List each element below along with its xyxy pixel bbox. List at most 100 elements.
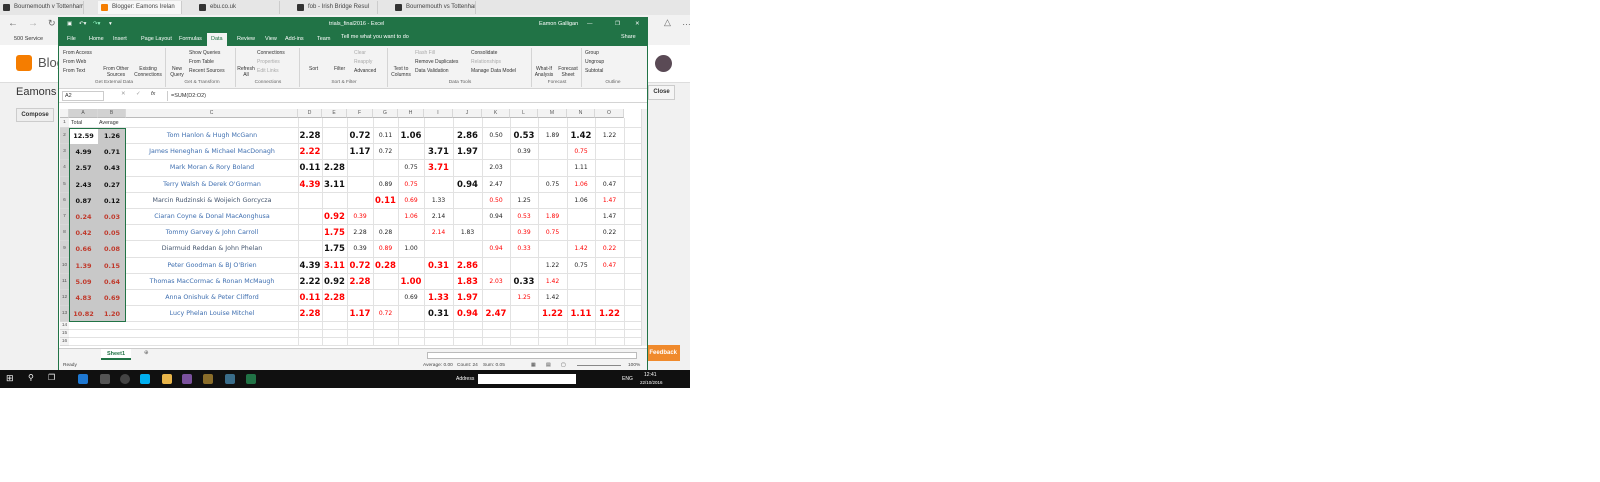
score-cell[interactable]: 0.69 (404, 196, 418, 204)
score-cell[interactable]: 2.28 (324, 163, 345, 174)
score-cell[interactable]: 2.28 (299, 131, 321, 141)
score-cell[interactable]: 0.75 (404, 164, 418, 172)
score-cell[interactable]: 1.42 (545, 277, 560, 285)
reapply-button[interactable]: Reapply (354, 59, 373, 65)
score-cell[interactable]: 1.00 (400, 276, 422, 287)
pair-name[interactable]: Mark Moran & Rory Boland (169, 164, 255, 172)
remove-duplicates-button[interactable]: Remove Duplicates (415, 59, 459, 65)
column-header-m[interactable]: M (538, 109, 567, 118)
score-cell[interactable]: 0.94 (489, 213, 503, 220)
score-cell[interactable]: 1.22 (602, 132, 617, 139)
clock-date[interactable]: 22/10/2016 (640, 380, 663, 385)
score-cell[interactable]: 0.94 (457, 309, 478, 320)
browser-tab[interactable]: Blogger: Eamons Irelan (98, 1, 182, 14)
refresh-all-button[interactable]: Refresh All (237, 66, 255, 78)
cell-average[interactable]: 0.15 (103, 261, 121, 270)
sheet-tab-sheet1[interactable]: Sheet1 (101, 349, 131, 360)
column-header-d[interactable]: D (298, 109, 322, 118)
pair-name[interactable]: James Heneghan & Michael MacDonagh (149, 148, 275, 156)
excel-taskbar-icon[interactable] (246, 374, 256, 384)
tab-team[interactable]: Team (317, 36, 331, 42)
normal-view-icon[interactable]: ▦ (531, 363, 536, 368)
cell-average[interactable]: 0.08 (103, 245, 121, 254)
subtotal-button[interactable]: Subtotal (585, 68, 604, 74)
what-if-button[interactable]: What-If Analysis (534, 66, 554, 78)
selected-range[interactable] (69, 128, 126, 323)
row-header[interactable]: 11 (60, 273, 69, 290)
score-cell[interactable]: 0.92 (324, 276, 345, 287)
add-sheet-icon[interactable]: ⊕ (144, 350, 149, 356)
score-cell[interactable]: 2.28 (349, 276, 371, 287)
pair-name[interactable]: Peter Goodman & BJ O'Brien (167, 261, 257, 269)
score-cell[interactable]: 1.00 (404, 245, 418, 253)
tab-data[interactable]: Data (207, 33, 227, 46)
row-header[interactable]: 16 (60, 338, 69, 347)
score-cell[interactable]: 2.28 (353, 229, 367, 237)
viber-icon[interactable] (182, 374, 192, 384)
score-cell[interactable]: 0.75 (574, 148, 588, 156)
ungroup-button[interactable]: Ungroup (585, 59, 605, 65)
close-button[interactable]: Close (648, 85, 675, 100)
maximize-icon[interactable]: ❐ (615, 21, 620, 27)
score-cell[interactable]: 2.03 (489, 277, 503, 285)
app-icon[interactable] (120, 374, 130, 384)
cell-total[interactable]: 2.57 (75, 164, 92, 173)
score-cell[interactable]: 0.33 (517, 245, 531, 253)
address-input[interactable] (478, 374, 576, 384)
formula-input[interactable]: =SUM(D2:O2) (167, 91, 643, 101)
cell-average[interactable]: 0.64 (103, 277, 121, 286)
paint-icon[interactable] (225, 374, 235, 384)
pair-name[interactable]: Terry Walsh & Derek O'Gorman (163, 180, 261, 188)
score-cell[interactable]: 0.11 (375, 195, 396, 206)
score-cell[interactable]: 1.11 (574, 164, 588, 172)
score-cell[interactable]: 1.97 (457, 147, 478, 158)
save-icon[interactable]: ▣ (67, 21, 73, 27)
score-cell[interactable]: 0.89 (378, 180, 393, 188)
score-cell[interactable]: 0.50 (489, 196, 503, 204)
connections-button[interactable]: Connections (257, 50, 285, 56)
pair-name[interactable]: Tommy Garvey & John Carroll (165, 229, 259, 237)
favorite-500-service[interactable]: 500 Service (14, 36, 44, 42)
row-header[interactable]: 14 (60, 322, 69, 331)
browser-tab[interactable]: Bournemouth v Tottenham (0, 1, 84, 14)
column-header-i[interactable]: I (424, 109, 453, 118)
page-break-icon[interactable]: ▢ (561, 363, 566, 368)
browser-tab[interactable]: ebu.co.uk (196, 1, 280, 14)
score-cell[interactable]: 0.11 (378, 132, 393, 139)
search-icon[interactable]: ⚲ (28, 373, 34, 382)
skype-icon[interactable] (140, 374, 150, 384)
group-button[interactable]: Group (585, 50, 599, 56)
score-cell[interactable]: 0.22 (602, 229, 617, 237)
score-cell[interactable]: 4.39 (299, 260, 321, 271)
column-header-c[interactable]: C (126, 109, 298, 118)
score-cell[interactable]: 1.06 (574, 196, 588, 204)
properties-button[interactable]: Properties (257, 59, 280, 65)
filter-button[interactable]: Filter (334, 66, 346, 72)
row-header[interactable]: 8 (60, 225, 69, 242)
score-cell[interactable]: 2.86 (457, 260, 478, 271)
share-button[interactable]: Share (621, 34, 636, 40)
recent-sources-button[interactable]: Recent Sources (189, 68, 225, 74)
score-cell[interactable]: 0.53 (513, 131, 535, 141)
score-cell[interactable]: 2.28 (299, 309, 321, 320)
horizontal-scrollbar[interactable] (427, 352, 637, 359)
cell-average[interactable]: 0.12 (103, 196, 121, 205)
minimize-icon[interactable]: — (587, 21, 593, 27)
tab-insert[interactable]: Insert (113, 36, 127, 42)
worksheet-grid[interactable]: A B C D E F G H I J K L M N O 1 2 3 4 5 6 7 8 9 10 11 12 13 14 15 16 To… (59, 103, 647, 348)
score-cell[interactable]: 1.33 (428, 293, 449, 303)
page-layout-icon[interactable]: ▤ (546, 363, 551, 368)
cell-total[interactable]: 10.82 (73, 310, 94, 319)
score-cell[interactable]: 1.47 (602, 196, 617, 204)
cell-average[interactable]: 0.69 (103, 294, 121, 302)
from-access-button[interactable]: From Access (63, 50, 92, 56)
score-cell[interactable]: 1.42 (574, 245, 588, 253)
row-header[interactable]: 7 (60, 209, 69, 226)
hub-icon[interactable]: △ (664, 17, 671, 27)
score-cell[interactable]: 1.89 (545, 132, 560, 139)
score-cell[interactable]: 3.11 (324, 179, 345, 190)
show-queries-button[interactable]: Show Queries (189, 50, 221, 56)
score-cell[interactable]: 3.71 (428, 163, 449, 174)
score-cell[interactable]: 0.39 (353, 213, 367, 220)
tell-me-input[interactable]: Tell me what you want to do (341, 34, 409, 40)
